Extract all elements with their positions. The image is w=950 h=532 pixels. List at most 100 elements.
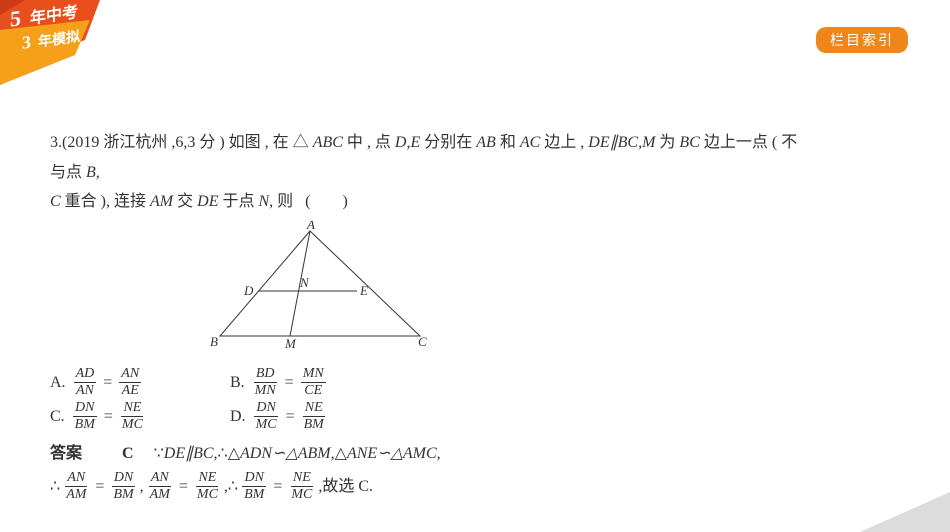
- sol-f2n: DN: [112, 471, 135, 487]
- q-l3-1: C: [50, 193, 61, 210]
- opt-c-prefix: C.: [50, 404, 65, 430]
- lbl-N: N: [299, 275, 310, 290]
- lbl-B: B: [210, 334, 218, 349]
- sol-f1d: AM: [64, 487, 88, 502]
- sol-s1-3: ADN∽△ABM,: [240, 441, 335, 467]
- sol-f1n: AN: [65, 471, 87, 487]
- option-d: D. DNMC = NEBM: [230, 401, 410, 432]
- answer-label: 答案: [50, 441, 82, 467]
- q-l3-5: DE: [197, 193, 218, 210]
- q-t3: 分别在: [424, 134, 472, 151]
- q-l3-2: 重合 ), 连接: [65, 193, 146, 210]
- q-t1: 如图 , 在 △: [229, 134, 309, 151]
- brand-logo: 5 年中考 3 年模拟: [0, 0, 115, 90]
- opt-c-n1: DN: [73, 401, 96, 417]
- opt-d-n1: DN: [254, 401, 277, 417]
- therefore-symbol: ∴: [50, 474, 60, 500]
- opt-b-d2: CE: [302, 383, 324, 398]
- q-l3-7: N: [258, 193, 269, 210]
- answer-line1: 答案 C ∵ DE∥BC, ∴△ ADN∽△ABM, △ ANE∽△AMC,: [50, 441, 900, 467]
- footer-decoration: [860, 492, 950, 532]
- comma: ,: [140, 474, 144, 500]
- q-t6: 边上一点 ( 不: [704, 134, 797, 151]
- q-t5: 为: [659, 134, 675, 151]
- triangle-diagram: A B C D E M N: [50, 221, 900, 360]
- q-number: 3.: [50, 134, 62, 151]
- sol-f2d: BM: [111, 487, 135, 502]
- svg-text:5: 5: [10, 5, 21, 31]
- options-block: A. ADAN = ANAE B. BDMN = MNCE C. DNBM = …: [50, 365, 900, 433]
- sol-s1-5: ANE∽△AMC,: [347, 441, 441, 467]
- sol-f6n: NE: [291, 471, 313, 487]
- q-blank: ( ): [305, 193, 348, 210]
- question-line3: C 重合 ), 连接 AM 交 DE 于点 N, 则 ( ): [50, 189, 900, 215]
- lbl-D: D: [243, 283, 254, 298]
- q-t4: 边上 ,: [544, 134, 584, 151]
- q-seg3: BC: [679, 134, 699, 151]
- sol-f6d: MC: [289, 487, 314, 502]
- opt-a-n1: AD: [74, 367, 97, 383]
- q-l3-8: , 则: [269, 193, 293, 210]
- equals-sign: =: [286, 404, 295, 430]
- opt-a-prefix: A.: [50, 370, 66, 396]
- opt-c-n2: NE: [121, 401, 143, 417]
- svg-text:3: 3: [22, 32, 31, 53]
- q-and1: 和: [500, 134, 516, 151]
- equals-sign: =: [104, 404, 113, 430]
- answer-block: 答案 C ∵ DE∥BC, ∴△ ADN∽△ABM, △ ANE∽△AMC, ∴…: [50, 441, 900, 502]
- q-l3-4: 交: [173, 193, 197, 210]
- equals-sign: =: [285, 370, 294, 396]
- q-par: DE∥BC,M: [588, 134, 655, 151]
- q-l3-3: AM: [150, 193, 173, 210]
- q-tri1: ABC: [313, 134, 343, 151]
- equals-sign: =: [103, 370, 112, 396]
- because-symbol: ∵: [154, 441, 164, 467]
- q-l3-6: 于点: [218, 193, 258, 210]
- opt-d-d2: BM: [302, 417, 326, 432]
- lbl-M: M: [284, 336, 297, 351]
- opt-d-prefix: D.: [230, 404, 246, 430]
- sol-f4d: MC: [195, 487, 220, 502]
- opt-d-n2: NE: [303, 401, 325, 417]
- sol-f5d: BM: [242, 487, 266, 502]
- q-pts1: D,E: [395, 134, 420, 151]
- answer-line2: ∴ ANAM = DNBM , ANAM = NEMC , ∴ DNBM = N…: [50, 471, 900, 502]
- equals-sign: =: [95, 474, 104, 500]
- sol-f3n: AN: [149, 471, 171, 487]
- q-source: (2019 浙江杭州 ,6,3 分 ): [62, 134, 225, 151]
- sol-s1-2: ∴△: [218, 441, 240, 467]
- opt-a-d2: AE: [120, 383, 141, 398]
- answer-value: C: [122, 441, 134, 467]
- sol-s1-1: DE∥BC,: [164, 441, 218, 467]
- therefore2-symbol: ∴: [228, 474, 238, 500]
- q-ptB: B,: [86, 164, 100, 181]
- section-index-badge[interactable]: 栏目索引: [816, 27, 908, 53]
- sol-f5n: DN: [242, 471, 265, 487]
- q-t2: 中 , 点: [347, 134, 391, 151]
- opt-b-prefix: B.: [230, 370, 245, 396]
- opt-a-d1: AN: [74, 383, 96, 398]
- option-c: C. DNBM = NEMC: [50, 401, 230, 432]
- option-row-cd: C. DNBM = NEMC D. DNMC = NEBM: [50, 399, 900, 433]
- lbl-C: C: [418, 334, 427, 349]
- sol-s1-4: △: [335, 441, 347, 467]
- option-a: A. ADAN = ANAE: [50, 367, 230, 398]
- sol-f4n: NE: [196, 471, 218, 487]
- slide-content: 3.(2019 浙江杭州 ,6,3 分 ) 如图 , 在 △ ABC 中 , 点…: [50, 130, 900, 506]
- opt-d-d1: MC: [254, 417, 279, 432]
- opt-a-n2: AN: [119, 367, 141, 383]
- lbl-E: E: [359, 283, 368, 298]
- q-seg2: AC: [520, 134, 540, 151]
- opt-c-d1: BM: [73, 417, 97, 432]
- question-line2: 与点 B,: [50, 160, 900, 186]
- opt-b-d1: MN: [253, 383, 278, 398]
- q-l2-1: 与点: [50, 164, 82, 181]
- opt-b-n1: BD: [254, 367, 277, 383]
- sol-final: 故选 C.: [322, 474, 373, 500]
- equals-sign: =: [273, 474, 282, 500]
- sol-f3d: AM: [148, 487, 172, 502]
- option-row-ab: A. ADAN = ANAE B. BDMN = MNCE: [50, 365, 900, 399]
- lbl-A: A: [306, 221, 315, 232]
- opt-c-d2: MC: [120, 417, 145, 432]
- opt-b-n2: MN: [301, 367, 326, 383]
